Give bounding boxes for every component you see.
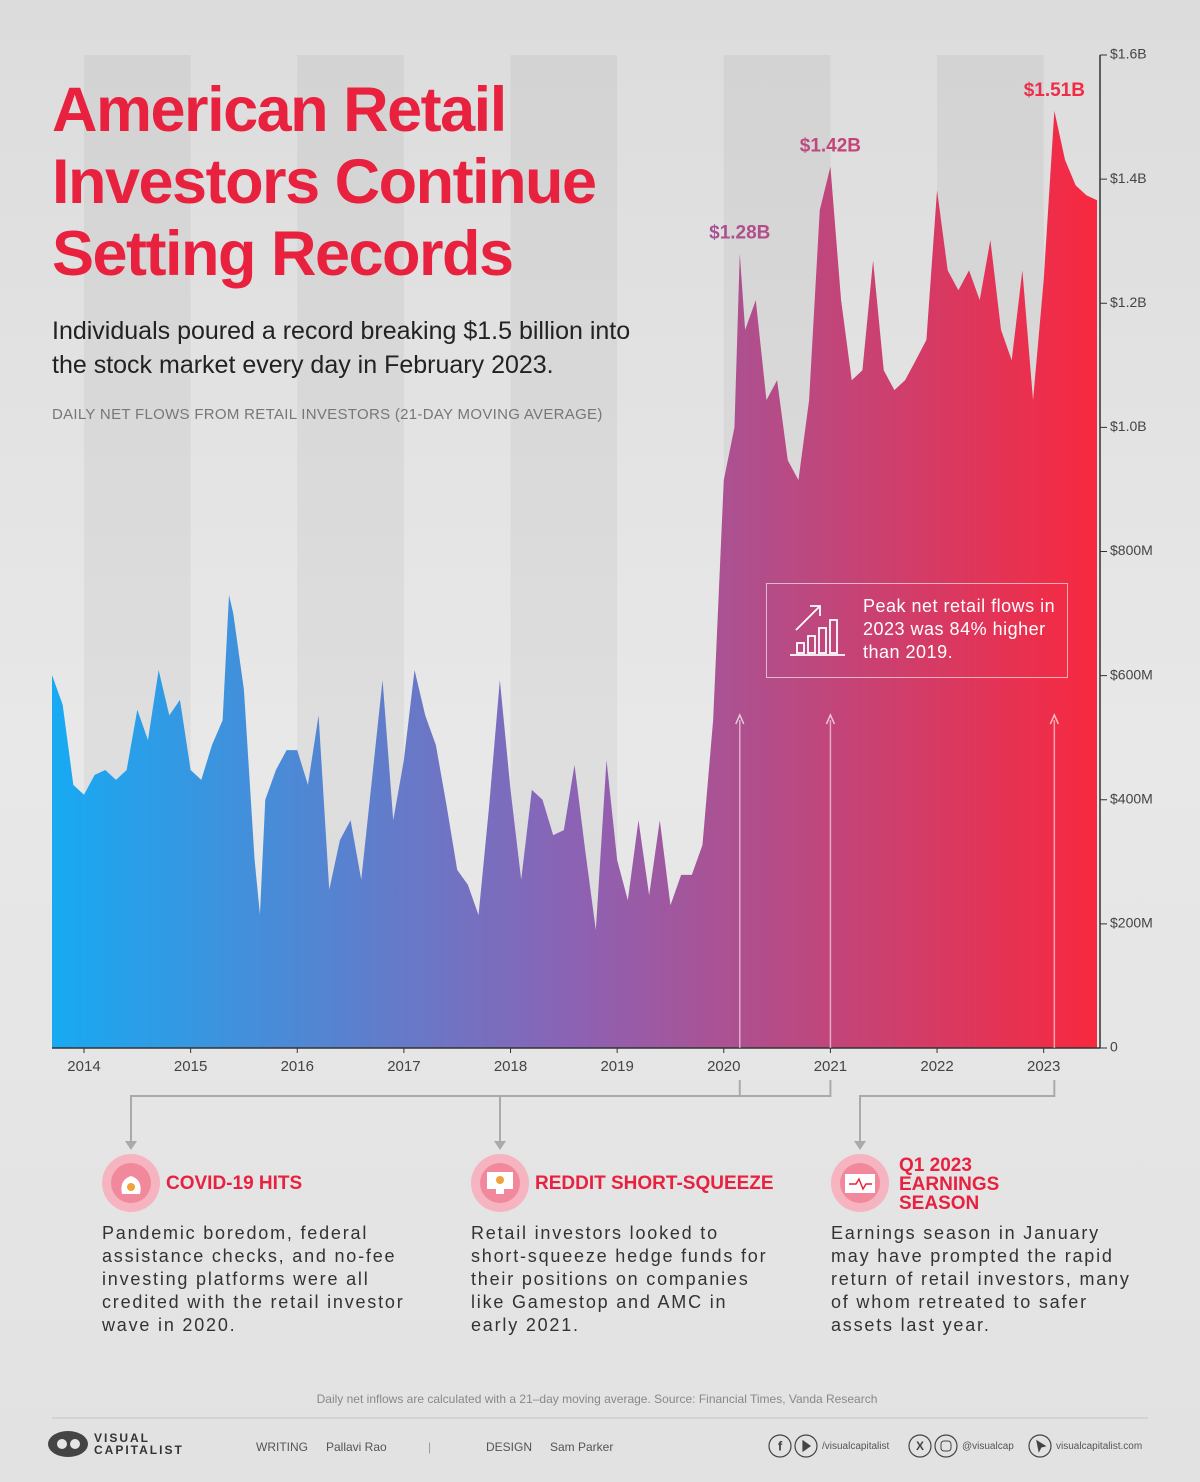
card-arrowhead bbox=[854, 1141, 866, 1150]
y-tick-label: $800M bbox=[1110, 542, 1153, 558]
x-tick-label: 2017 bbox=[387, 1058, 420, 1075]
x-tick-label: 2023 bbox=[1027, 1058, 1060, 1075]
title: American Retail Investors Continue Setti… bbox=[52, 74, 597, 290]
peak-label: $1.28B bbox=[709, 223, 770, 244]
x-tick-label: 2014 bbox=[67, 1058, 100, 1075]
x-tick-label: 2016 bbox=[281, 1058, 314, 1075]
x-tick-label: 2015 bbox=[174, 1058, 207, 1075]
title-line: American Retail bbox=[52, 75, 507, 145]
card-title: Q1 2023 EARNINGS SEASON bbox=[899, 1155, 1000, 1214]
facebook-glyph: f bbox=[778, 1438, 783, 1453]
footnote: Daily net inflows are calculated with a … bbox=[316, 1392, 878, 1406]
website: visualcapitalist.com bbox=[1056, 1441, 1143, 1452]
callout: Peak net retail flows in 2023 was 84% hi… bbox=[766, 583, 1068, 678]
title-line: Investors Continue bbox=[52, 147, 597, 217]
y-tick-label: $1.6B bbox=[1110, 46, 1147, 62]
growth-icon bbox=[790, 605, 845, 656]
x-tick-label: 2018 bbox=[494, 1058, 527, 1075]
callout-text: Peak net retail flows in 2023 was 84% hi… bbox=[863, 596, 1056, 662]
chart-label: DAILY NET FLOWS FROM RETAIL INVESTORS (2… bbox=[52, 406, 603, 423]
card-connector bbox=[130, 1080, 741, 1146]
y-tick-label: $600M bbox=[1110, 666, 1153, 682]
y-tick-label: $1.4B bbox=[1110, 170, 1147, 186]
x-tick-label: 2020 bbox=[707, 1058, 740, 1075]
social-handle: /visualcapitalist bbox=[822, 1441, 890, 1452]
card-text: Earnings season in January may have prom… bbox=[831, 1223, 1131, 1335]
design-label: DESIGN bbox=[486, 1440, 533, 1454]
y-tick-label: $400M bbox=[1110, 790, 1153, 806]
card-connector bbox=[859, 1080, 1056, 1146]
card-text: Pandemic boredom, federal assistance che… bbox=[102, 1223, 405, 1335]
logo-line: VISUAL bbox=[94, 1431, 151, 1445]
logo-line: CAPITALIST bbox=[94, 1443, 184, 1457]
card-connector bbox=[499, 1080, 832, 1146]
x-tick-label: 2022 bbox=[920, 1058, 953, 1075]
x-glyph: X bbox=[916, 1439, 924, 1453]
reddit-icon bbox=[471, 1154, 529, 1212]
x-tick-label: 2021 bbox=[814, 1058, 847, 1075]
earnings-icon bbox=[831, 1154, 889, 1212]
separator: | bbox=[428, 1440, 432, 1454]
writing-label: WRITING bbox=[256, 1440, 308, 1454]
guide-arrowhead bbox=[735, 713, 745, 725]
guide-arrowhead bbox=[825, 713, 836, 725]
plot: 2014 2015 2016 2017 2018 2019 2020 2021 2022 2023… bbox=[52, 46, 1153, 1150]
y-tick-label: 0 bbox=[1110, 1039, 1118, 1055]
peak-label: $1.42B bbox=[800, 136, 861, 157]
x-tick-label: 2019 bbox=[600, 1058, 633, 1075]
instagram-glyph bbox=[940, 1440, 952, 1452]
guide-arrowhead bbox=[1049, 713, 1060, 725]
social-handle: @visualcap bbox=[962, 1441, 1014, 1452]
subtitle-line: Individuals poured a record breaking $1.… bbox=[52, 317, 631, 345]
logo-mark bbox=[48, 1431, 88, 1457]
writer: Pallavi Rao bbox=[326, 1440, 387, 1454]
subtitle: Individuals poured a record breaking $1.… bbox=[52, 314, 630, 382]
card-text: Retail investors looked to short-squeeze… bbox=[471, 1223, 768, 1335]
designer: Sam Parker bbox=[550, 1440, 614, 1454]
card-title: COVID-19 HITS bbox=[166, 1173, 303, 1194]
area bbox=[52, 110, 1097, 1048]
y-tick-label: $1.2B bbox=[1110, 294, 1147, 310]
title-line: Setting Records bbox=[52, 219, 514, 289]
y-tick-label: $200M bbox=[1110, 915, 1153, 931]
y-tick-label: $1.0B bbox=[1110, 418, 1147, 434]
card-arrowhead bbox=[125, 1141, 137, 1150]
card-title: REDDIT SHORT-SQUEEZE bbox=[535, 1173, 774, 1194]
covid-icon bbox=[102, 1154, 160, 1212]
peak-label: $1.51B bbox=[1024, 80, 1085, 101]
subtitle-line: the stock market every day in February 2… bbox=[52, 351, 554, 379]
social-icons bbox=[768, 1434, 1052, 1458]
card-arrowhead bbox=[494, 1141, 506, 1150]
logo: VISUAL CAPITALIST bbox=[94, 1432, 184, 1456]
